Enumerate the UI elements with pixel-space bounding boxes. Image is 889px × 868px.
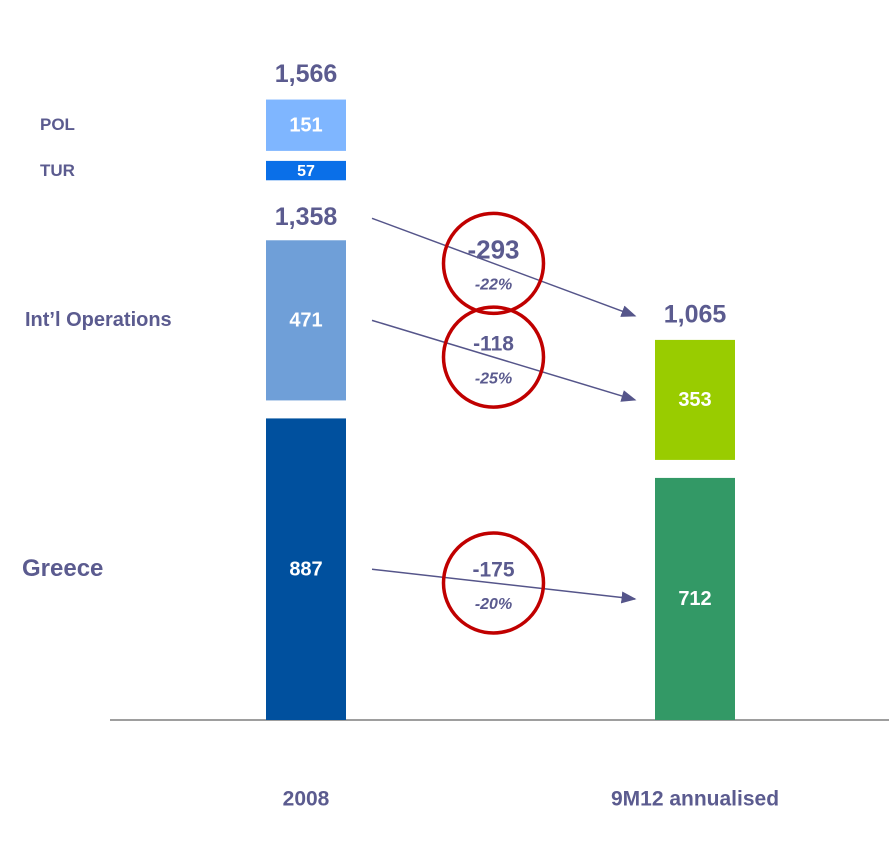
change-value: -118: [473, 333, 514, 356]
change-value: -175: [472, 559, 514, 582]
series-label: POL: [40, 115, 75, 135]
change-arrow: [371, 319, 637, 402]
total-label: 1,566: [275, 60, 338, 88]
bar-segment: [266, 240, 346, 401]
change-circle: [441, 531, 546, 635]
series-label: Int’l Operations: [25, 309, 172, 332]
change-percent: -25%: [475, 370, 512, 387]
x-tick-label: 2008: [283, 788, 330, 811]
x-tick-label: 9M12 annualised: [611, 788, 779, 811]
bar-value-label: 353: [678, 389, 711, 411]
change-percent: -20%: [475, 596, 512, 613]
change-arrow: [371, 568, 637, 604]
bar-value-label: 57: [297, 163, 315, 180]
subtotal-label: 1,358: [275, 203, 338, 231]
bar-segment: [266, 160, 346, 181]
total-label: 1,065: [664, 301, 727, 329]
bar-segment: [655, 477, 735, 720]
bar-value-label: 151: [289, 115, 322, 137]
bar-segment: [655, 339, 735, 460]
change-circle: [441, 305, 546, 409]
bar-value-label: 887: [289, 558, 322, 580]
change-arrow: [371, 217, 637, 317]
bar-value-label: 712: [678, 588, 711, 610]
series-label: TUR: [40, 160, 75, 180]
bar-segment: [266, 99, 346, 151]
series-label: Greece: [22, 555, 104, 583]
bar-value-label: 471: [289, 310, 322, 332]
change-circle: [441, 211, 546, 316]
change-value: -293: [467, 234, 519, 264]
bar-segment: [266, 418, 346, 720]
change-percent: -22%: [475, 277, 512, 294]
